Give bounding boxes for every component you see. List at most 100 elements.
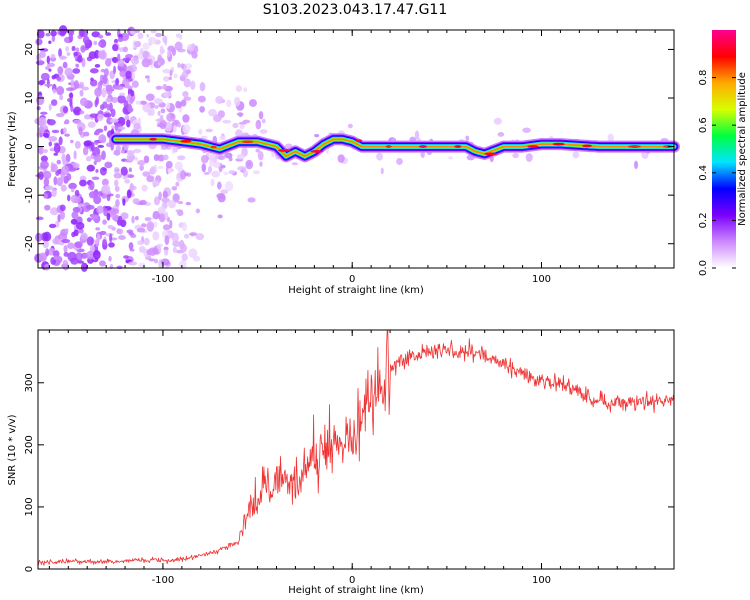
spectrogram-noise-cell xyxy=(56,177,64,187)
spectrogram-noise-cell xyxy=(143,237,150,246)
spectrogram-noise-cell xyxy=(258,111,264,120)
spectrogram-noise-cell xyxy=(90,77,94,82)
spectrogram-noise-cell xyxy=(228,156,233,162)
spectrogram-noise-cell xyxy=(65,153,71,163)
spectrogram-noise-cell xyxy=(177,122,182,128)
spectrogram-noise-cell xyxy=(162,68,171,74)
spectrogram-noise-cell xyxy=(145,93,155,101)
spectrogram-noise-cell xyxy=(161,197,170,203)
spectrogram-noise-cell xyxy=(183,233,190,239)
spectrogram-noise-cell xyxy=(102,74,108,84)
spectrogram-noise-cell xyxy=(172,193,180,203)
spectrogram-noise-cell xyxy=(41,124,45,135)
spectrogram-noise-cell xyxy=(68,182,77,190)
spectrogram-noise-cell xyxy=(217,214,223,219)
spectrogram-noise-cell xyxy=(135,100,142,105)
spectrogram-noise-cell xyxy=(106,212,111,221)
spectrogram-noise-cell xyxy=(74,189,80,197)
spectrogram-noise-cell xyxy=(162,224,171,231)
spectrogram-noise-cell xyxy=(143,155,150,164)
spectrogram-noise-cell xyxy=(182,114,190,123)
spectrogram-noise-cell xyxy=(153,258,159,264)
spectrogram-noise-cell xyxy=(101,150,106,161)
spectrogram-noise-cell xyxy=(46,78,50,89)
spectrogram-noise-cell xyxy=(77,203,85,207)
spectrogram-noise-cell xyxy=(89,113,99,118)
spectrogram-noise-cell xyxy=(157,61,161,66)
spectrogram-noise-cell xyxy=(147,109,153,116)
spectrogram-noise-cell xyxy=(216,193,226,199)
spectrogram-noise-cell xyxy=(38,116,47,127)
spectrogram-noise-cell xyxy=(150,29,157,34)
spectrogram-noise-cell xyxy=(142,102,151,113)
spectrogram-noise-cell xyxy=(245,159,254,170)
spectrogram-noise-cell xyxy=(159,45,164,56)
snr-panel: -100 0 100 0 100 200 300 Height of straight l… xyxy=(7,329,675,596)
spectrogram-noise-cell xyxy=(160,258,170,266)
spectrogram-noise-cell xyxy=(114,179,119,187)
spectrogram-noise-cell xyxy=(110,108,116,118)
spectrogram-noise-cell xyxy=(162,91,172,98)
spectrogram-noise-cell xyxy=(224,181,234,192)
spectrogram-noise-cell xyxy=(185,69,192,75)
spectrogram-noise-cell xyxy=(198,128,203,135)
spectrogram-noise-cell xyxy=(102,184,111,194)
spectrogram-noise-cell xyxy=(138,262,146,268)
spectrogram-noise-cell xyxy=(65,228,69,233)
spectrogram-noise-cell xyxy=(51,163,58,173)
colorbar: 0.0 0.2 0.4 0.6 0.8 Normalized spectral ampl… xyxy=(698,30,748,276)
spectrogram-noise-cell xyxy=(124,115,130,121)
spectrogram-noise-cell xyxy=(164,235,170,245)
spectrogram-noise-cell xyxy=(117,53,121,62)
spectrogram-noise-cell xyxy=(175,100,181,109)
spectrogram-noise-cell xyxy=(127,189,132,197)
spectrogram-noise-cell xyxy=(152,210,160,220)
spectrogram-noise-cell xyxy=(99,230,107,235)
spectrogram-noise-cell xyxy=(232,122,239,129)
spectrogram-noise-cell xyxy=(88,191,98,199)
spectrogram-noise-cell xyxy=(162,154,169,161)
spectrogram-noise-cell xyxy=(191,51,198,59)
spectrogram-noise-cell xyxy=(173,73,178,79)
spectrogram-noise-cell xyxy=(113,149,121,156)
spectrogram-noise-cell xyxy=(112,43,119,52)
spectrogram-noise-cell xyxy=(183,172,189,177)
spectrogram-noise-cell xyxy=(91,31,101,38)
spectrogram-noise-cell xyxy=(465,135,470,142)
spectrogram-noise-cell xyxy=(51,75,57,80)
spectrogram-noise-cell xyxy=(120,212,129,220)
spectrogram-noise-cell xyxy=(122,57,132,62)
snr-frame xyxy=(37,329,675,570)
spectrogram-noise-cell xyxy=(99,260,106,267)
spectrogram-noise-cell xyxy=(172,246,177,254)
spectrogram-noise-cell xyxy=(259,129,268,134)
spectrogram-noise-cell xyxy=(78,126,83,136)
spectrogram-noise-cell xyxy=(291,162,299,166)
spectrogram-noise-cell xyxy=(90,214,99,220)
spectrogram-noise-cell xyxy=(155,85,162,90)
spectrogram-noise-cell xyxy=(79,97,88,107)
spectrogram-peak-cell xyxy=(662,145,673,148)
spectrogram-noise-cell xyxy=(314,133,320,138)
spectrogram-noise-cell xyxy=(88,51,97,60)
spectrogram-noise-cell xyxy=(217,155,226,161)
spectrogram-noise-cell xyxy=(522,127,531,133)
spectrogram-x-tick-label: -100 xyxy=(152,274,175,285)
spectrogram-noise-cell xyxy=(73,106,82,116)
spectrogram-noise-cell xyxy=(58,48,62,58)
spectrogram-noise-cell xyxy=(237,166,247,171)
spectrogram-noise-cell xyxy=(73,119,82,125)
spectrogram-frame xyxy=(37,29,675,269)
spectrogram-noise-cell xyxy=(97,50,104,59)
spectrogram-noise-cell xyxy=(380,167,384,175)
snr-x-tick-label: 100 xyxy=(532,575,551,586)
spectrogram-noise-cell xyxy=(56,159,61,165)
spectrogram-noise-cell xyxy=(152,247,159,255)
spectrogram-noise-cell xyxy=(174,41,183,51)
spectrogram-noise-cell xyxy=(157,54,163,63)
spectrogram-noise-cell xyxy=(66,52,71,56)
spectrogram-noise-cell xyxy=(123,255,129,259)
spectrogram-peak-cell xyxy=(241,140,254,144)
spectrogram-noise-cell xyxy=(125,70,132,79)
